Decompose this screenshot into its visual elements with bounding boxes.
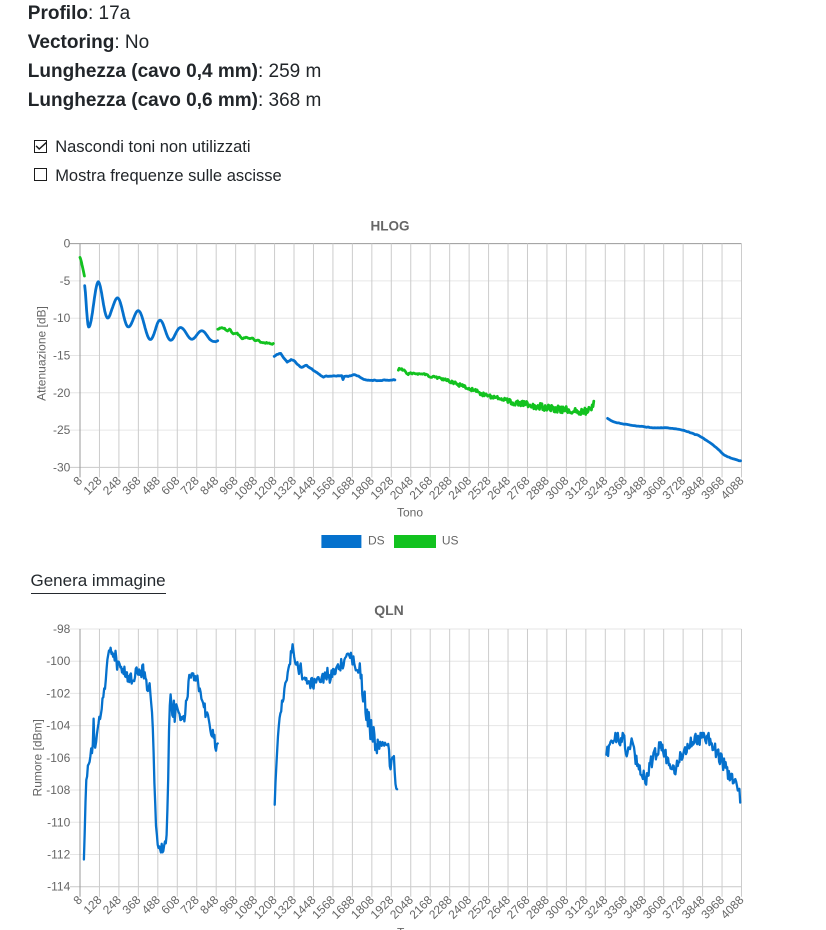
svg-text:4088: 4088 <box>718 473 747 502</box>
svg-text:Rumore [dBm]: Rumore [dBm] <box>31 719 45 796</box>
svg-text:DS: DS <box>368 534 385 548</box>
svg-text:-5: -5 <box>60 274 71 288</box>
svg-text:0: 0 <box>64 237 71 251</box>
svg-text:-104: -104 <box>46 719 70 733</box>
svg-text:QLN: QLN <box>374 602 404 618</box>
svg-text:-106: -106 <box>46 751 70 765</box>
svg-text:-114: -114 <box>47 880 70 894</box>
svg-text:-110: -110 <box>47 815 70 829</box>
svg-text:Tono: Tono <box>397 506 423 520</box>
svg-text:-112: -112 <box>47 848 70 862</box>
svg-text:HLOG: HLOG <box>371 219 410 234</box>
svg-text:-30: -30 <box>53 460 71 474</box>
svg-text:-108: -108 <box>46 783 70 797</box>
svg-text:-20: -20 <box>53 386 71 400</box>
svg-text:US: US <box>442 534 459 548</box>
svg-text:-10: -10 <box>53 311 71 325</box>
svg-text:-15: -15 <box>53 349 71 363</box>
svg-text:-102: -102 <box>46 686 70 700</box>
svg-text:-98: -98 <box>53 622 71 636</box>
svg-text:-100: -100 <box>46 654 70 668</box>
svg-text:4088: 4088 <box>718 893 747 922</box>
svg-text:Attenuazione [dB]: Attenuazione [dB] <box>35 306 49 401</box>
svg-text:-25: -25 <box>53 423 71 437</box>
svg-text:Tono: Tono <box>397 925 423 930</box>
